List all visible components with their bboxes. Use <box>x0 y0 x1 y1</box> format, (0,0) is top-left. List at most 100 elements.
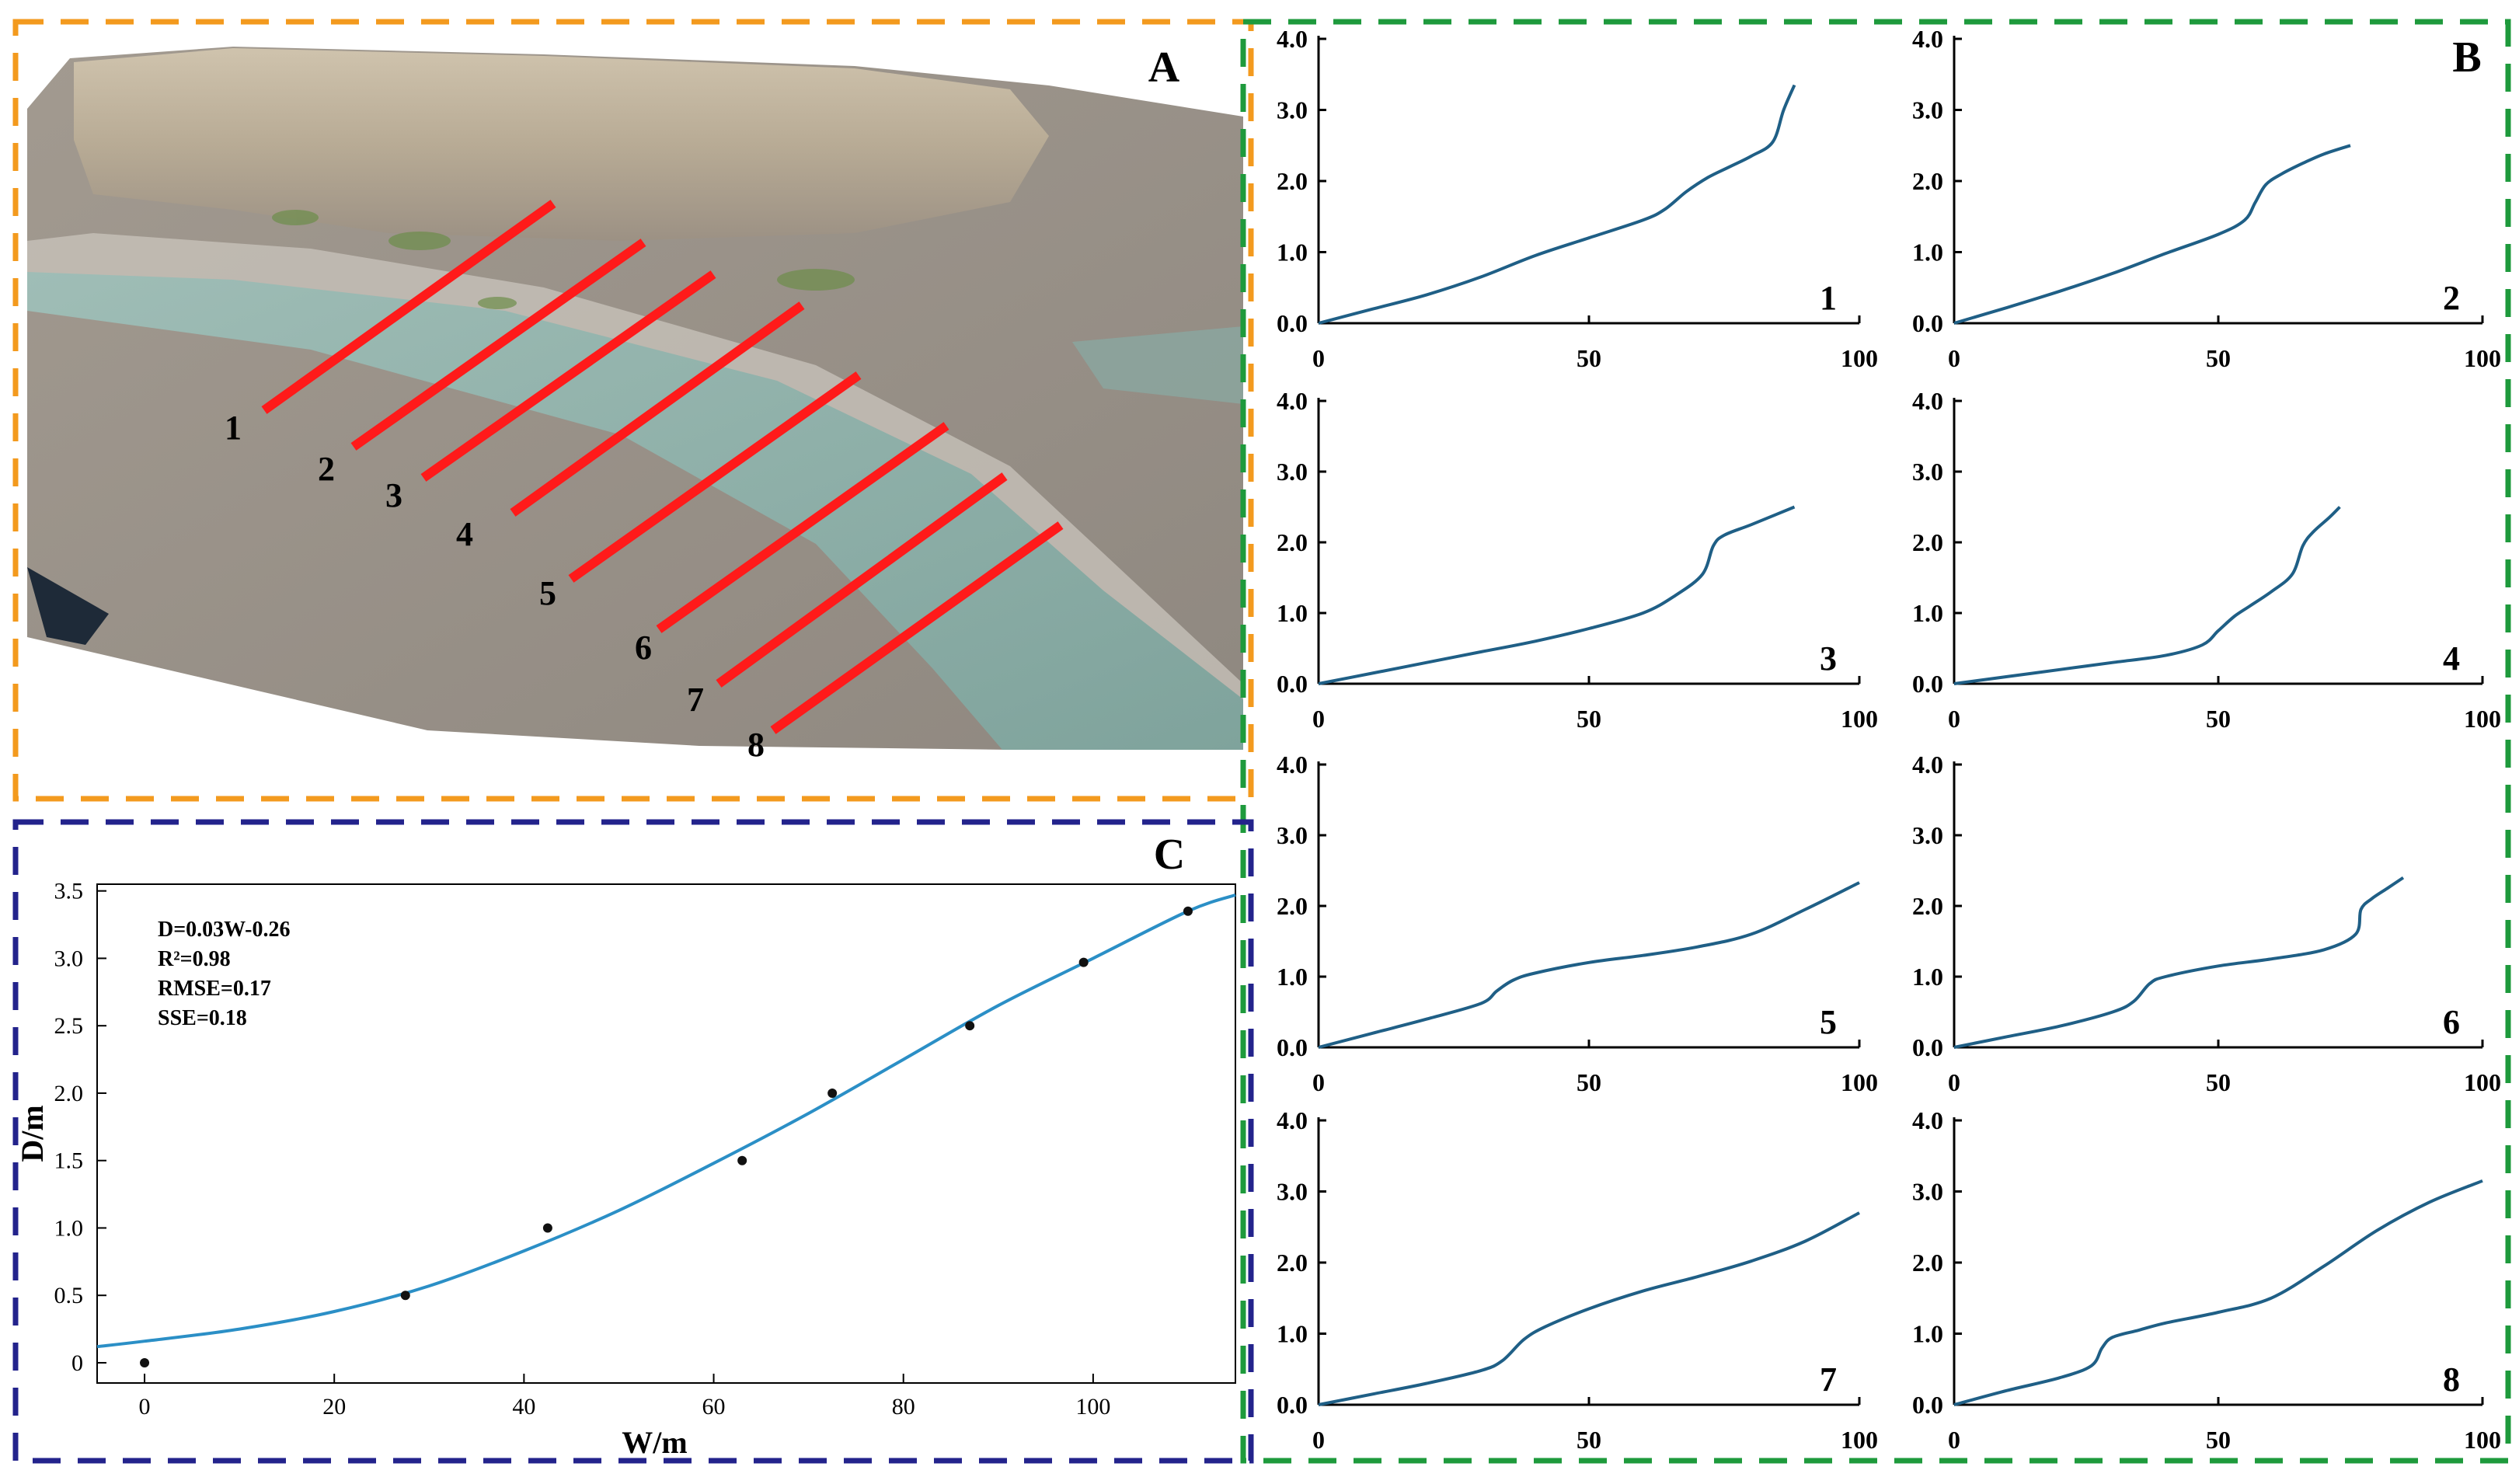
panel-c-label: C <box>1154 831 1185 879</box>
x-tick-label: 80 <box>892 1394 915 1420</box>
transect-label-5: 5 <box>539 574 556 612</box>
x-tick-label: 100 <box>1841 1426 1878 1454</box>
panel-b-border <box>1240 19 2511 1464</box>
transect-line-7 <box>716 472 1008 688</box>
y-tick-label: 1.0 <box>54 1215 84 1241</box>
profile-curve-3 <box>1318 505 1796 685</box>
y-tick-label: 2.0 <box>1912 167 1943 195</box>
data-point <box>965 1021 975 1031</box>
profile-curve-4 <box>1953 506 2341 685</box>
y-tick-label: 3.0 <box>1277 458 1308 486</box>
profile-curve-5 <box>1318 881 1860 1049</box>
y-tick-label: 3.0 <box>1912 821 1943 849</box>
x-tick-label: 100 <box>2464 344 2501 372</box>
x-tick-label: 0 <box>1948 1426 1960 1454</box>
x-tick-label: 50 <box>1577 1426 1601 1454</box>
x-tick-label: 50 <box>2206 705 2231 733</box>
data-point <box>1183 906 1193 916</box>
panel-c: 0 0.5 1.0 1.5 2.0 2.5 3.0 3.5 0 20 40 60 80 100 W/m D/m… <box>12 819 1254 1464</box>
y-tick-label: 2.0 <box>1277 167 1308 195</box>
y-tick-label: 0.0 <box>1912 670 1943 698</box>
transect-line-2 <box>350 239 646 451</box>
profile-curve-6 <box>1953 876 2405 1049</box>
y-tick-label: 2.0 <box>1277 892 1308 920</box>
profile-label-2: 2 <box>2443 279 2460 317</box>
y-tick-label: 0.0 <box>1277 1391 1308 1419</box>
panel-b-label: B <box>2452 33 2481 82</box>
x-tick-label: 40 <box>512 1394 535 1420</box>
y-tick-label: 2.0 <box>1912 1249 1943 1277</box>
y-tick-label: 2.0 <box>1912 528 1943 556</box>
x-tick-label: 0 <box>139 1394 151 1420</box>
y-tick-label: 4.0 <box>1277 751 1308 779</box>
x-tick-label: 100 <box>1841 1068 1878 1096</box>
profile-label-8: 8 <box>2443 1360 2460 1399</box>
transect-lines <box>261 200 1064 734</box>
y-tick-label: 2.0 <box>1277 528 1308 556</box>
x-tick-label: 0 <box>1312 705 1325 733</box>
x-tick-label: 100 <box>1841 344 1878 372</box>
y-tick-label: 2.0 <box>1912 892 1943 920</box>
y-tick-label: 1.0 <box>1912 1320 1943 1348</box>
panel-a: 1 2 3 4 5 67 8 A <box>12 19 1254 802</box>
x-tick-label: 20 <box>322 1394 346 1420</box>
y-tick-label: 3.0 <box>1912 96 1943 124</box>
x-tick-label: 50 <box>1577 705 1601 733</box>
y-tick-label: 4.0 <box>1912 751 1943 779</box>
transect-label-1: 1 <box>225 409 242 447</box>
data-point <box>737 1155 747 1165</box>
transect-labels: 1 2 3 4 5 67 8 <box>225 409 765 764</box>
regression-r-squared: R²=0.98 <box>158 947 231 971</box>
profile-curve-1 <box>1318 84 1796 325</box>
fit-curve <box>96 894 1236 1349</box>
y-tick-label: 2.5 <box>54 1013 84 1039</box>
y-tick-label: 0.5 <box>54 1283 84 1308</box>
y-tick-label: 0.0 <box>1277 1033 1308 1061</box>
river-photo <box>27 35 1243 750</box>
regression-chart: 0 0.5 1.0 1.5 2.0 2.5 3.0 3.5 0 20 40 60 80 100 W/m D/m <box>15 879 1236 1460</box>
transect-label-8: 8 <box>747 726 765 764</box>
profile-label-5: 5 <box>1820 1003 1837 1041</box>
transect-line-5 <box>568 371 862 583</box>
y-tick-label: 4.0 <box>1277 387 1308 415</box>
profile-curve-7 <box>1318 1211 1860 1406</box>
x-axis-label: W/m <box>622 1425 687 1460</box>
y-tick-label: 4.0 <box>1912 1106 1943 1134</box>
x-tick-label: 50 <box>1577 344 1601 372</box>
profile-curve-8 <box>1953 1179 2483 1406</box>
regression-equation: D=0.03W-0.26 <box>158 918 290 942</box>
y-tick-label: 0.0 <box>1912 1391 1943 1419</box>
panel-a-border <box>12 19 1254 802</box>
x-tick-label: 100 <box>1075 1394 1110 1420</box>
y-tick-label: 1.0 <box>1277 239 1308 266</box>
x-tick-label: 100 <box>2464 705 2501 733</box>
profile-label-6: 6 <box>2443 1003 2460 1041</box>
y-tick-label: 4.0 <box>1277 1106 1308 1134</box>
x-tick-label: 100 <box>2464 1068 2501 1096</box>
x-tick-label: 0 <box>1948 705 1960 733</box>
x-tick-label: 50 <box>1577 1068 1601 1096</box>
y-tick-label: 3.0 <box>1277 821 1308 849</box>
y-tick-label: 0.0 <box>1277 670 1308 698</box>
y-tick-label: 3.5 <box>54 879 84 904</box>
data-point <box>140 1357 150 1367</box>
y-tick-label: 0.0 <box>1912 309 1943 337</box>
profile-label-4: 4 <box>2443 639 2460 678</box>
transect-label-6: 6 <box>635 629 652 667</box>
regression-sse: SSE=0.18 <box>158 1006 247 1030</box>
y-tick-label: 4.0 <box>1277 25 1308 53</box>
y-tick-label: 1.5 <box>54 1148 84 1174</box>
y-tick-label: 0 <box>71 1350 83 1376</box>
data-point <box>827 1088 838 1098</box>
x-tick-label: 50 <box>2206 344 2231 372</box>
